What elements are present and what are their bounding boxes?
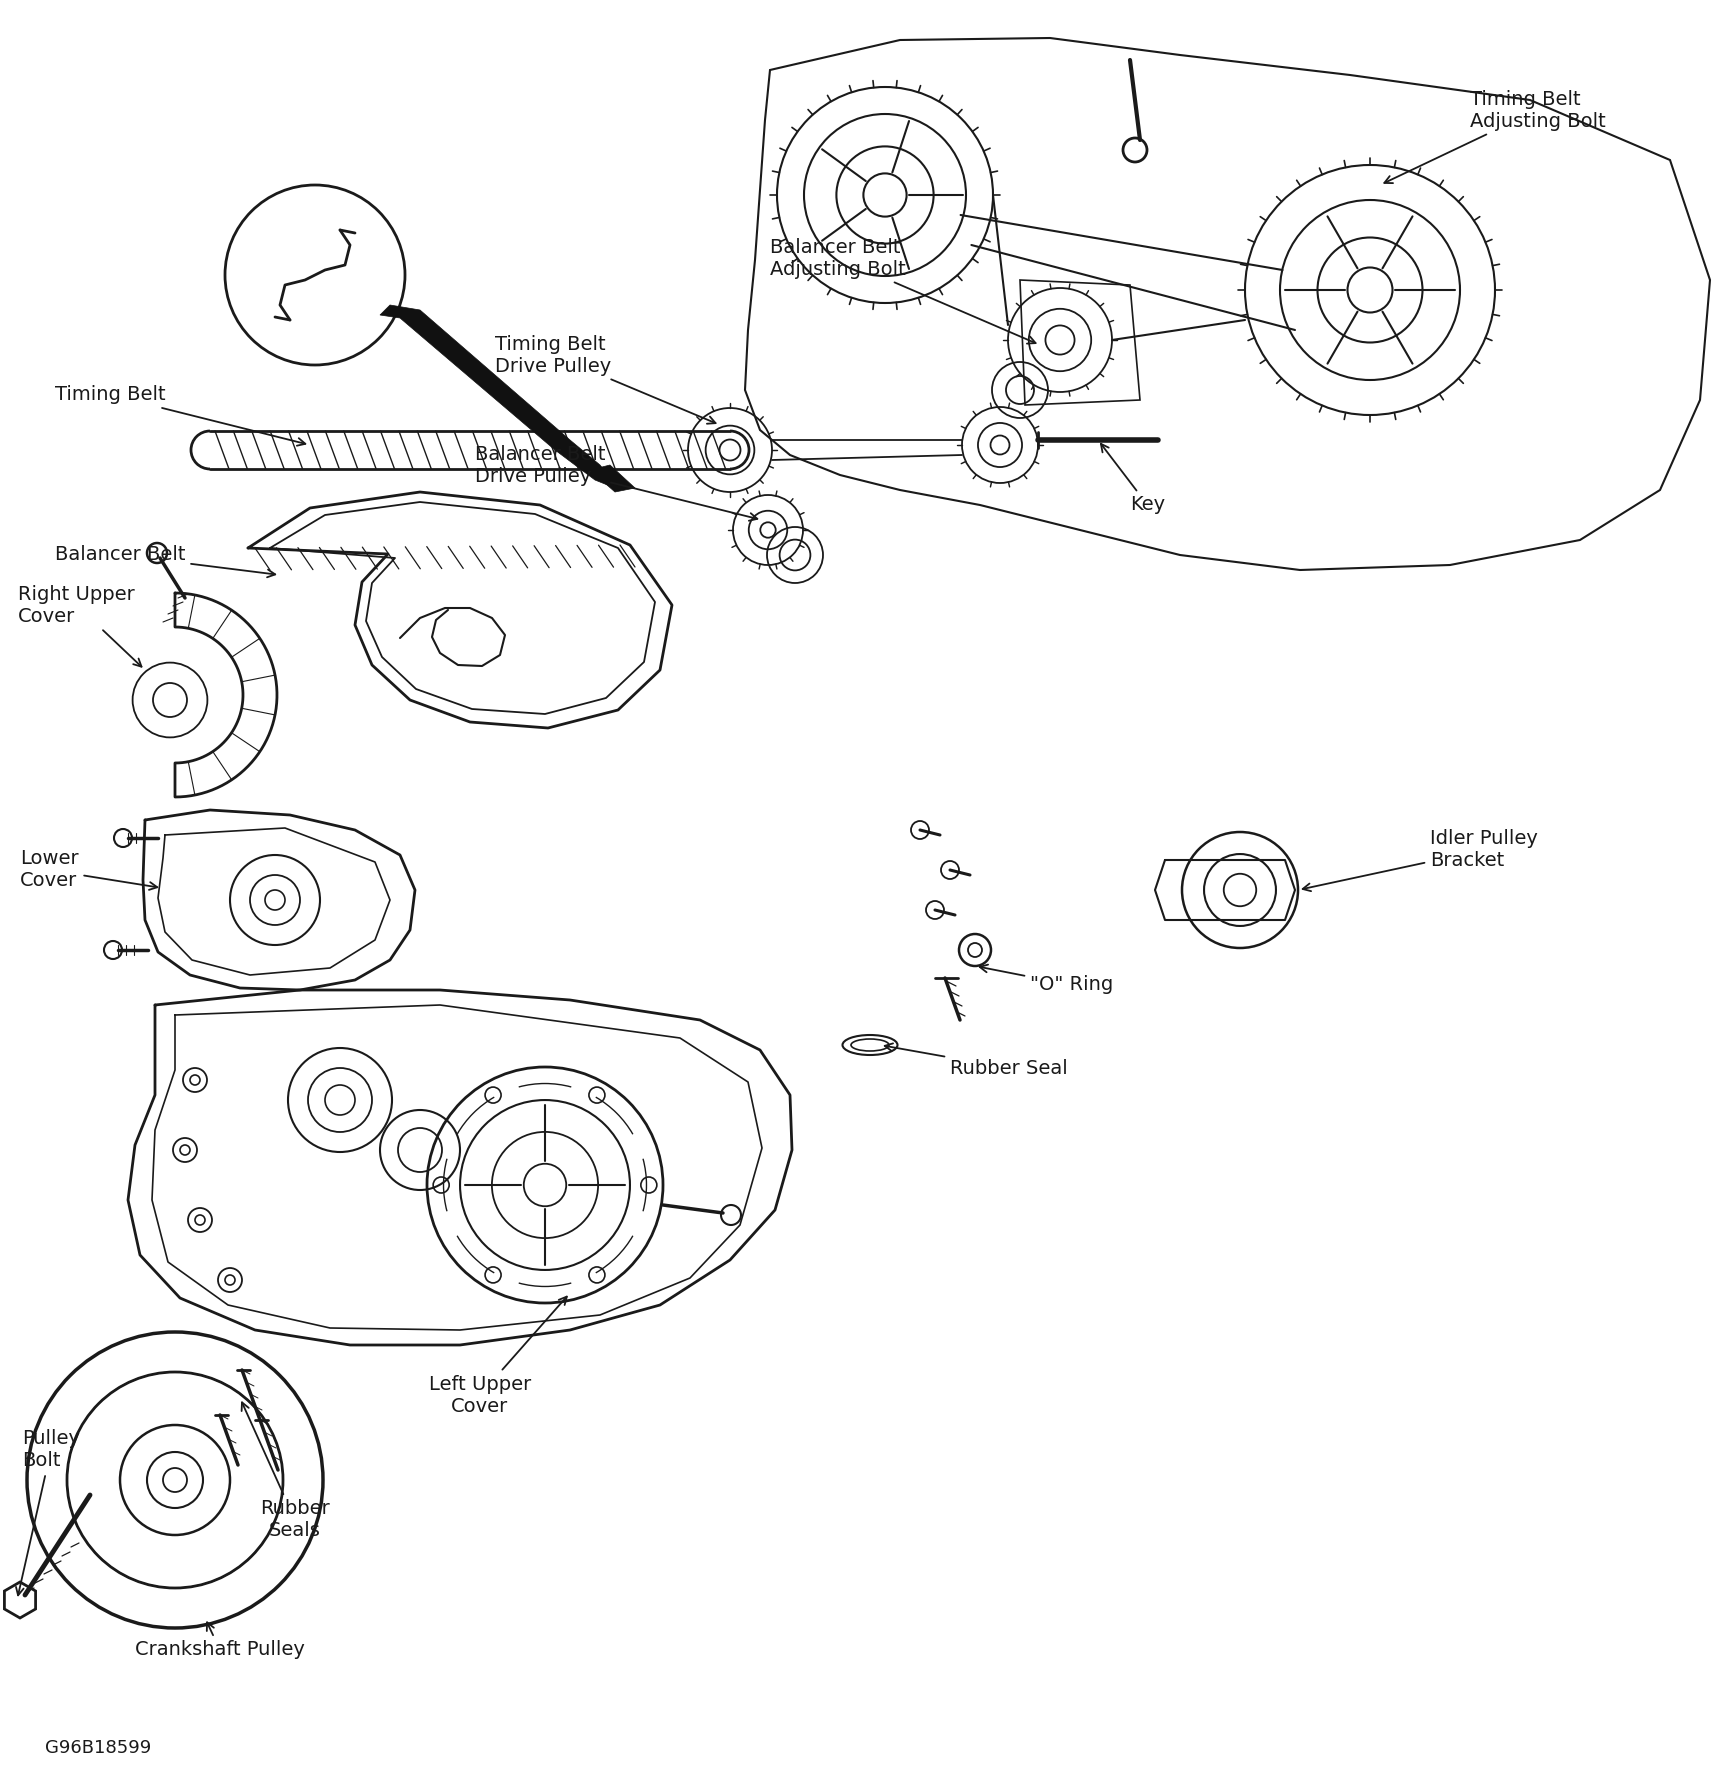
Text: G96B18599: G96B18599 [45,1740,152,1758]
Text: Key: Key [1101,443,1165,515]
Text: Balancer Belt: Balancer Belt [55,545,276,578]
Text: Crankshaft Pulley: Crankshaft Pulley [134,1622,305,1659]
Polygon shape [589,465,634,492]
Text: Right Upper
Cover: Right Upper Cover [17,585,141,667]
Polygon shape [379,306,620,490]
Text: Rubber Seal: Rubber Seal [884,1044,1067,1078]
Text: Balancer Belt
Adjusting Bolt: Balancer Belt Adjusting Bolt [770,238,1036,343]
Text: Lower
Cover: Lower Cover [21,849,157,890]
Text: "O" Ring: "O" Ring [979,964,1113,994]
Text: Timing Belt: Timing Belt [55,386,305,445]
Text: Rubber
Seals: Rubber Seals [241,1402,329,1541]
Text: Balancer Belt
Drive Pulley: Balancer Belt Drive Pulley [476,445,756,520]
Text: Left Upper
Cover: Left Upper Cover [429,1296,567,1416]
Text: Idler Pulley
Bracket: Idler Pulley Bracket [1303,830,1537,890]
Text: Timing Belt
Drive Pulley: Timing Belt Drive Pulley [495,334,715,424]
Text: Timing Belt
Adjusting Bolt: Timing Belt Adjusting Bolt [1384,89,1604,182]
Text: Pulley
Bolt: Pulley Bolt [16,1429,79,1595]
